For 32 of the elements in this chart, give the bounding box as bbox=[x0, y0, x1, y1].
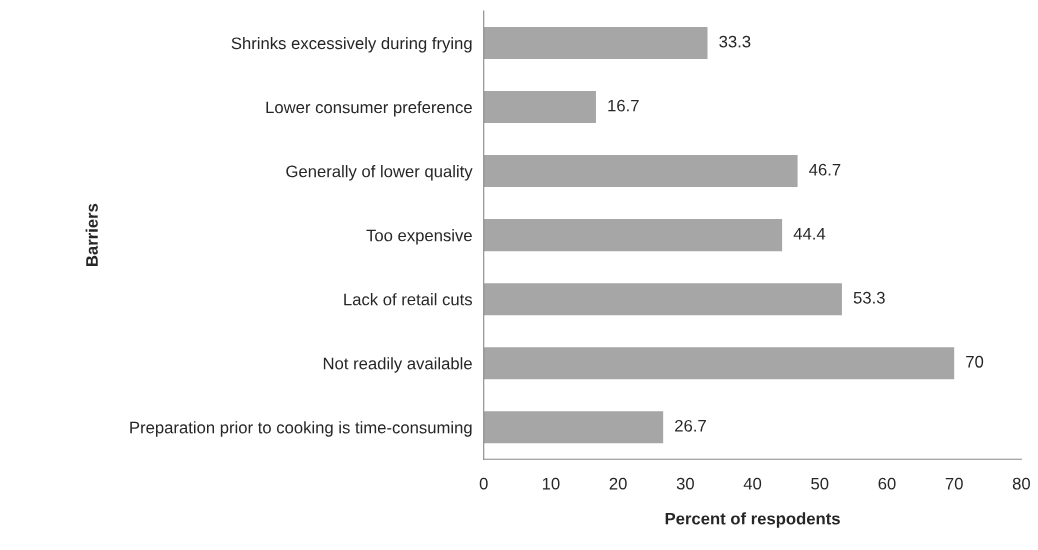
x-tick-label: 30 bbox=[676, 477, 694, 490]
y-tick-label: Not readily available bbox=[323, 357, 472, 373]
data-label: 46.7 bbox=[809, 163, 841, 176]
bar bbox=[483, 219, 783, 252]
data-label: 16.7 bbox=[608, 99, 639, 112]
x-tick-label: 70 bbox=[945, 477, 963, 490]
bar bbox=[483, 283, 842, 316]
data-label: 53.3 bbox=[853, 291, 885, 304]
bar bbox=[483, 27, 708, 60]
y-tick-label: Lack of retail cuts bbox=[344, 293, 472, 306]
x-tick-label: 50 bbox=[811, 477, 829, 490]
x-tick-label: 20 bbox=[609, 477, 627, 490]
bar bbox=[483, 411, 664, 444]
data-label: 70 bbox=[966, 355, 984, 368]
x-axis-title: Percent of respodents bbox=[665, 512, 840, 528]
y-tick-label: Generally of lower quality bbox=[286, 165, 473, 181]
x-tick-label: 10 bbox=[542, 477, 560, 490]
x-tick-label: 0 bbox=[479, 477, 488, 490]
data-label: 26.7 bbox=[675, 419, 706, 432]
y-tick-label: Preparation prior to cooking is time-consuming bbox=[130, 421, 472, 437]
x-tick-label: 60 bbox=[878, 477, 896, 490]
data-label: 33.3 bbox=[719, 35, 751, 48]
data-label: 44.4 bbox=[793, 227, 826, 240]
bar bbox=[483, 155, 798, 188]
y-tick-label: Too expensive bbox=[366, 229, 472, 245]
bar bbox=[483, 91, 596, 124]
y-tick-label: Shrinks excessively during frying bbox=[231, 36, 472, 53]
y-axis-title: Barriers bbox=[85, 203, 98, 266]
x-tick-label: 40 bbox=[743, 477, 762, 490]
bar bbox=[483, 347, 955, 380]
x-tick-label: 80 bbox=[1012, 477, 1031, 490]
y-tick-label: Lower consumer preference bbox=[266, 101, 472, 117]
